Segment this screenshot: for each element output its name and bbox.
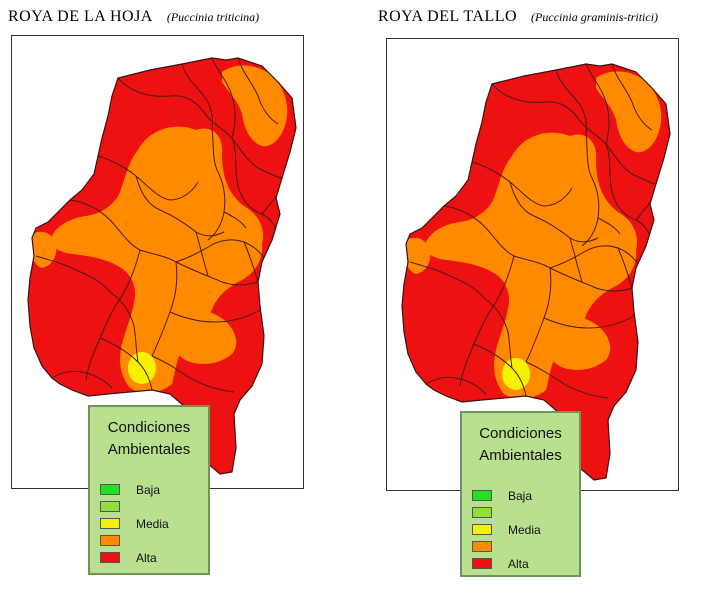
legend-item-baja-media — [100, 498, 169, 515]
legend-item-media-alta — [472, 538, 541, 555]
legend-left: Condiciones Ambientales Baja Media Alta — [88, 405, 210, 575]
legend-label: Baja — [136, 482, 161, 497]
swatch-media — [472, 524, 492, 535]
swatch-baja-media — [100, 501, 120, 512]
legend-label: Media — [508, 522, 541, 537]
swatch-alta — [472, 558, 492, 569]
legend-title-line1: Condiciones — [479, 425, 562, 442]
legend-items: Baja Media Alta — [472, 487, 541, 572]
legend-title: Condiciones Ambientales — [90, 417, 208, 461]
legend-item-baja: Baja — [100, 481, 169, 498]
legend-label: Baja — [508, 488, 533, 503]
swatch-baja-media — [472, 507, 492, 518]
map-title-leaf-rust: ROYA DE LA HOJA (Puccinia triticina) — [8, 8, 259, 26]
legend-items: Baja Media Alta — [100, 481, 169, 566]
legend-title-line2: Ambientales — [479, 447, 562, 464]
title-main: ROYA DEL TALLO — [378, 8, 518, 25]
legend-item-media: Media — [472, 521, 541, 538]
legend-item-media: Media — [100, 515, 169, 532]
swatch-baja — [472, 490, 492, 501]
legend-title-line2: Ambientales — [107, 441, 191, 458]
swatch-media-alta — [100, 535, 120, 546]
swatch-media — [100, 518, 120, 529]
swatch-media-alta — [472, 541, 492, 552]
title-scientific: (Puccinia triticina) — [166, 10, 260, 24]
title-scientific: (Puccinia graminis-tritici) — [531, 10, 659, 24]
swatch-baja — [100, 484, 120, 495]
title-main: ROYA DE LA HOJA — [8, 8, 153, 25]
legend-item-alta: Alta — [472, 555, 541, 572]
legend-item-baja-media — [472, 504, 541, 521]
legend-right: Condiciones Ambientales Baja Media Alta — [460, 411, 581, 577]
legend-label: Media — [136, 516, 169, 531]
legend-item-alta: Alta — [100, 549, 169, 566]
legend-item-media-alta — [100, 532, 169, 549]
legend-title-line1: Condiciones — [107, 419, 191, 436]
legend-label: Alta — [136, 550, 157, 565]
legend-label: Alta — [508, 556, 529, 571]
map-title-stem-rust: ROYA DEL TALLO (Puccinia graminis-tritici… — [378, 8, 658, 26]
swatch-alta — [100, 552, 120, 563]
legend-item-baja: Baja — [472, 487, 541, 504]
legend-title: Condiciones Ambientales — [462, 423, 579, 467]
